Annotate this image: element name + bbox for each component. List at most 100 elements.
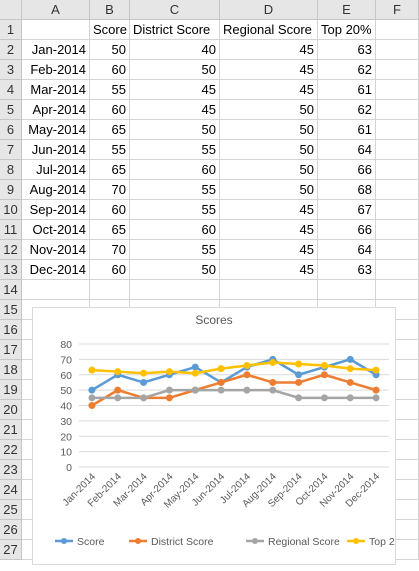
cell-c2[interactable]: 40 bbox=[130, 40, 220, 60]
cell-e11[interactable]: 66 bbox=[318, 220, 376, 240]
cell-d6[interactable]: 50 bbox=[220, 120, 318, 140]
row-header-24[interactable]: 24 bbox=[0, 480, 22, 500]
row-header-1[interactable]: 1 bbox=[0, 20, 22, 40]
cell-f11[interactable] bbox=[376, 220, 419, 240]
cell-d3[interactable]: 45 bbox=[220, 60, 318, 80]
cell-b14[interactable] bbox=[90, 280, 130, 300]
cell-b6[interactable]: 65 bbox=[90, 120, 130, 140]
row-header-17[interactable]: 17 bbox=[0, 340, 22, 360]
cell-b9[interactable]: 70 bbox=[90, 180, 130, 200]
row-header-10[interactable]: 10 bbox=[0, 200, 22, 220]
cell-a5[interactable]: Apr-2014 bbox=[22, 100, 90, 120]
cell-e2[interactable]: 63 bbox=[318, 40, 376, 60]
cell-a13[interactable]: Dec-2014 bbox=[22, 260, 90, 280]
cell-d5[interactable]: 50 bbox=[220, 100, 318, 120]
column-header-d[interactable]: D bbox=[220, 0, 318, 20]
cell-b13[interactable]: 60 bbox=[90, 260, 130, 280]
cell-e1[interactable]: Top 20% bbox=[318, 20, 376, 40]
cell-d12[interactable]: 45 bbox=[220, 240, 318, 260]
cell-c8[interactable]: 60 bbox=[130, 160, 220, 180]
column-header-a[interactable]: A bbox=[22, 0, 90, 20]
column-header-c[interactable]: C bbox=[130, 0, 220, 20]
row-header-23[interactable]: 23 bbox=[0, 460, 22, 480]
cell-e5[interactable]: 62 bbox=[318, 100, 376, 120]
cell-d10[interactable]: 45 bbox=[220, 200, 318, 220]
cell-f5[interactable] bbox=[376, 100, 419, 120]
cell-e13[interactable]: 63 bbox=[318, 260, 376, 280]
cell-d1[interactable]: Regional Score bbox=[220, 20, 318, 40]
cell-b10[interactable]: 60 bbox=[90, 200, 130, 220]
cell-d11[interactable]: 45 bbox=[220, 220, 318, 240]
row-header-9[interactable]: 9 bbox=[0, 180, 22, 200]
cell-b7[interactable]: 55 bbox=[90, 140, 130, 160]
cell-d9[interactable]: 50 bbox=[220, 180, 318, 200]
cell-b12[interactable]: 70 bbox=[90, 240, 130, 260]
row-header-7[interactable]: 7 bbox=[0, 140, 22, 160]
cell-b1[interactable]: Score bbox=[90, 20, 130, 40]
row-header-21[interactable]: 21 bbox=[0, 420, 22, 440]
cell-c11[interactable]: 60 bbox=[130, 220, 220, 240]
cell-e9[interactable]: 68 bbox=[318, 180, 376, 200]
row-header-8[interactable]: 8 bbox=[0, 160, 22, 180]
row-header-26[interactable]: 26 bbox=[0, 520, 22, 540]
cell-a3[interactable]: Feb-2014 bbox=[22, 60, 90, 80]
cell-f3[interactable] bbox=[376, 60, 419, 80]
row-header-12[interactable]: 12 bbox=[0, 240, 22, 260]
cell-c9[interactable]: 55 bbox=[130, 180, 220, 200]
cell-d13[interactable]: 45 bbox=[220, 260, 318, 280]
scores-chart[interactable]: Scores 0 10 20 30 40 50 60 70 80 Jan-2014 Feb-2014 M… bbox=[32, 307, 396, 565]
row-header-3[interactable]: 3 bbox=[0, 60, 22, 80]
row-header-6[interactable]: 6 bbox=[0, 120, 22, 140]
cell-f8[interactable] bbox=[376, 160, 419, 180]
row-header-14[interactable]: 14 bbox=[0, 280, 22, 300]
cell-b4[interactable]: 55 bbox=[90, 80, 130, 100]
cell-c12[interactable]: 55 bbox=[130, 240, 220, 260]
cell-e10[interactable]: 67 bbox=[318, 200, 376, 220]
cell-f6[interactable] bbox=[376, 120, 419, 140]
cell-e8[interactable]: 66 bbox=[318, 160, 376, 180]
row-header-20[interactable]: 20 bbox=[0, 400, 22, 420]
row-header-13[interactable]: 13 bbox=[0, 260, 22, 280]
cell-a2[interactable]: Jan-2014 bbox=[22, 40, 90, 60]
cell-d8[interactable]: 50 bbox=[220, 160, 318, 180]
cell-a6[interactable]: May-2014 bbox=[22, 120, 90, 140]
cell-f1[interactable] bbox=[376, 20, 419, 40]
row-header-2[interactable]: 2 bbox=[0, 40, 22, 60]
row-header-16[interactable]: 16 bbox=[0, 320, 22, 340]
cell-d14[interactable] bbox=[220, 280, 318, 300]
cell-a10[interactable]: Sep-2014 bbox=[22, 200, 90, 220]
column-header-e[interactable]: E bbox=[318, 0, 376, 20]
column-header-b[interactable]: B bbox=[90, 0, 130, 20]
row-header-27[interactable]: 27 bbox=[0, 540, 22, 560]
row-header-15[interactable]: 15 bbox=[0, 300, 22, 320]
cell-f7[interactable] bbox=[376, 140, 419, 160]
cell-f13[interactable] bbox=[376, 260, 419, 280]
cell-a1[interactable] bbox=[22, 20, 90, 40]
cell-b8[interactable]: 65 bbox=[90, 160, 130, 180]
cell-b3[interactable]: 60 bbox=[90, 60, 130, 80]
cell-d2[interactable]: 45 bbox=[220, 40, 318, 60]
cell-c4[interactable]: 45 bbox=[130, 80, 220, 100]
row-header-11[interactable]: 11 bbox=[0, 220, 22, 240]
row-header-18[interactable]: 18 bbox=[0, 360, 22, 380]
cell-b11[interactable]: 65 bbox=[90, 220, 130, 240]
cell-a8[interactable]: Jul-2014 bbox=[22, 160, 90, 180]
cell-c3[interactable]: 50 bbox=[130, 60, 220, 80]
row-header-25[interactable]: 25 bbox=[0, 500, 22, 520]
cell-c6[interactable]: 50 bbox=[130, 120, 220, 140]
row-header-22[interactable]: 22 bbox=[0, 440, 22, 460]
cell-e14[interactable] bbox=[318, 280, 376, 300]
cell-d7[interactable]: 50 bbox=[220, 140, 318, 160]
cell-c13[interactable]: 50 bbox=[130, 260, 220, 280]
cell-e12[interactable]: 64 bbox=[318, 240, 376, 260]
cell-e4[interactable]: 61 bbox=[318, 80, 376, 100]
cell-d4[interactable]: 45 bbox=[220, 80, 318, 100]
cell-f2[interactable] bbox=[376, 40, 419, 60]
select-all-corner[interactable] bbox=[0, 0, 22, 20]
cell-e7[interactable]: 64 bbox=[318, 140, 376, 160]
cell-b5[interactable]: 60 bbox=[90, 100, 130, 120]
cell-f10[interactable] bbox=[376, 200, 419, 220]
cell-f9[interactable] bbox=[376, 180, 419, 200]
row-header-19[interactable]: 19 bbox=[0, 380, 22, 400]
cell-b2[interactable]: 50 bbox=[90, 40, 130, 60]
